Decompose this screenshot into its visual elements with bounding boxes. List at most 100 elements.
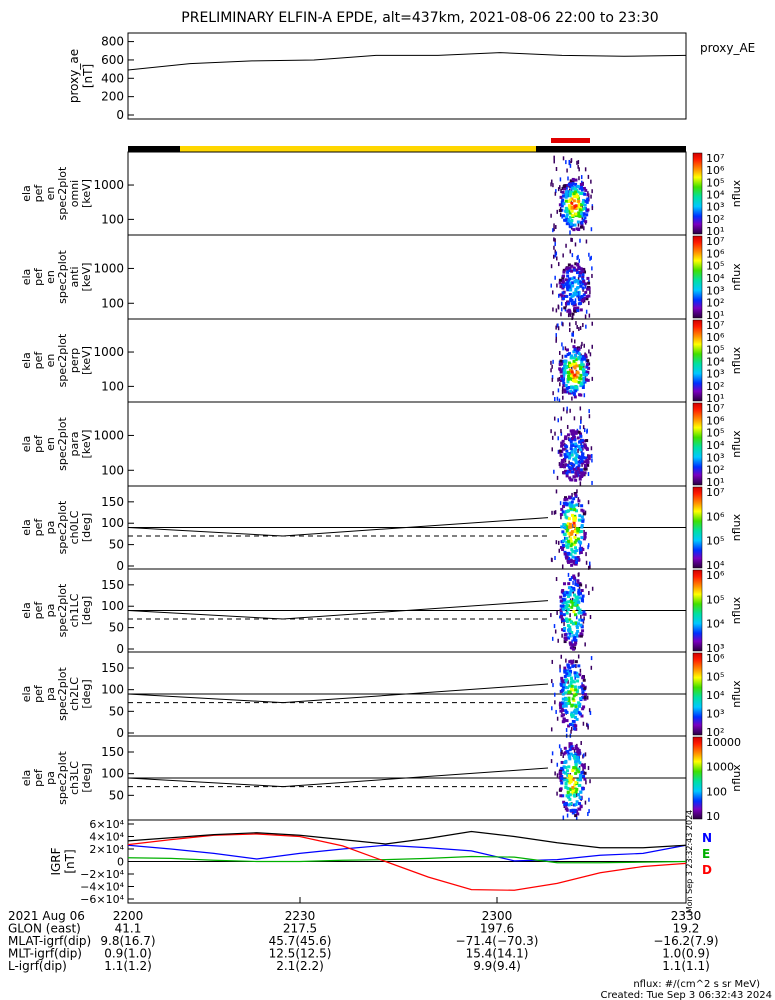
spec-pixel <box>584 353 588 357</box>
spec-pixel <box>561 439 565 443</box>
spec-pixel <box>577 444 581 448</box>
pa-pixel <box>576 679 580 683</box>
pa-speckle <box>574 675 576 680</box>
pa-pixel <box>563 680 567 684</box>
spec-pixel <box>574 214 578 218</box>
pa-pixel <box>573 715 577 719</box>
pa-pixel <box>579 548 583 552</box>
spec-pixel <box>586 463 590 467</box>
spec-speckle <box>557 305 560 310</box>
pa-losscone-line <box>127 600 549 620</box>
spec-pixel <box>582 369 586 373</box>
pa-pixel <box>570 542 574 546</box>
pa-pixel <box>569 544 573 548</box>
spec-pixel <box>581 453 585 457</box>
spec-speckle <box>563 376 566 381</box>
pa-pixel <box>582 678 586 682</box>
pa-pixel <box>561 679 565 683</box>
spec-speckle <box>586 429 588 434</box>
spec-pixel <box>568 192 572 196</box>
pa-pixel <box>564 759 568 763</box>
spec-pixel <box>587 454 591 458</box>
pa-speckle <box>551 751 554 756</box>
spec-speckle <box>588 349 590 354</box>
pa-speckle <box>555 540 558 545</box>
spec-speckle <box>588 409 590 414</box>
pa-pixel <box>573 703 577 707</box>
pa-pixel <box>578 514 582 518</box>
spec-speckle <box>590 446 593 451</box>
spec-pixel <box>561 214 565 218</box>
spec-pixel <box>574 461 578 465</box>
spec-ytick-label: 100 <box>101 212 124 226</box>
pa-speckle <box>580 614 582 619</box>
pa-speckle <box>551 636 554 641</box>
igrf-ytick-label: 4×10⁴ <box>89 831 124 844</box>
pa-pixel <box>567 495 571 499</box>
pa-pixel <box>562 591 566 595</box>
ae-ytick-label: 800 <box>101 35 124 49</box>
spec-pixel <box>572 467 576 471</box>
spec-pixel <box>573 223 577 227</box>
pa-pixel <box>577 540 581 544</box>
spec-speckle <box>567 313 570 318</box>
spec-pixel <box>559 359 563 363</box>
pa-pixel <box>562 752 566 756</box>
orbit-info-value: 2300 <box>482 909 513 923</box>
spec-speckle <box>556 283 558 288</box>
pa-ylabel: ch0LC <box>68 510 81 544</box>
pa-speckle <box>585 780 587 785</box>
pa-losscone-line <box>127 767 549 788</box>
spec-speckle <box>553 155 555 160</box>
orbit-bar-sunlit <box>180 146 536 152</box>
spec-speckle <box>555 308 558 313</box>
spec-pixel <box>579 434 583 438</box>
spec-colorbar-tick: 10⁴ <box>706 356 725 369</box>
pa-pixel <box>570 500 574 504</box>
spec-pixel <box>585 458 589 462</box>
spec-pixel <box>573 190 577 194</box>
pa-pixel <box>571 719 575 723</box>
spec-pixel <box>559 370 563 374</box>
pa-pixel <box>579 583 583 587</box>
spec-pixel <box>585 447 589 451</box>
spec-pixel <box>574 289 578 293</box>
spec-speckle <box>567 176 569 181</box>
spec-ylabel: en <box>44 437 57 451</box>
pa-pixel <box>567 754 571 758</box>
pa-pixel <box>574 762 578 766</box>
spec-pixel <box>579 191 583 195</box>
spec-pixel <box>568 269 572 273</box>
pa-pixel <box>577 590 581 594</box>
pa-pixel <box>576 629 580 633</box>
spec-speckle <box>591 480 593 485</box>
spec-speckle <box>578 176 580 181</box>
spec-pixel <box>583 216 587 220</box>
pa-pixel <box>568 593 572 597</box>
pa-colorbar-tick: 10⁴ <box>706 559 725 572</box>
pa-pixel <box>574 705 578 709</box>
pa-ytick-label: 150 <box>101 745 124 759</box>
spec-pixel <box>582 207 586 211</box>
spec-pixel <box>580 365 584 369</box>
pa-speckle <box>584 800 587 805</box>
pa-pixel <box>558 772 562 776</box>
spec-speckle <box>558 376 561 381</box>
pa-pixel <box>564 807 568 811</box>
spec-speckle <box>553 245 555 250</box>
spec-pixel <box>566 218 570 222</box>
pa-ytick-label: 150 <box>101 578 124 592</box>
spec-colorbar-tick: 10⁶ <box>706 331 725 344</box>
pa-pixel <box>569 502 573 506</box>
pa-pixel <box>569 553 573 557</box>
spec-pixel <box>587 281 591 285</box>
spec-pixel <box>568 198 572 202</box>
spec-pixel <box>565 294 569 298</box>
spec-pixel <box>562 274 566 278</box>
spec-pixel <box>565 471 569 475</box>
pa-pixel <box>577 622 581 626</box>
orbit-info-value: 1.1(1.1) <box>662 959 710 973</box>
spec-pixel <box>572 199 576 203</box>
spec-pixel <box>582 280 586 284</box>
spec-speckle <box>574 339 576 344</box>
